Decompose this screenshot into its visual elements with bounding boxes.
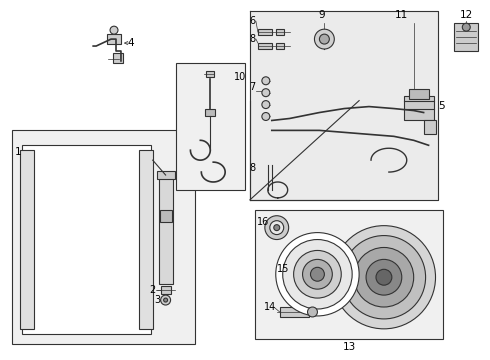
Text: 9: 9 (318, 10, 325, 20)
Bar (258, 43, 272, 49)
Circle shape (110, 26, 118, 34)
Bar (424, 121, 436, 134)
Circle shape (265, 216, 289, 239)
Circle shape (354, 247, 414, 307)
Circle shape (274, 225, 280, 231)
Bar (258, 29, 272, 35)
Text: 5: 5 (438, 100, 445, 111)
Circle shape (276, 233, 359, 316)
Text: 1: 1 (14, 147, 21, 157)
Circle shape (332, 226, 436, 329)
Bar (107, 34, 121, 44)
Bar (157, 171, 174, 179)
Polygon shape (250, 11, 439, 200)
Text: 3: 3 (155, 295, 161, 305)
Text: 8: 8 (249, 163, 255, 173)
Circle shape (164, 298, 168, 302)
Bar (12, 130, 196, 344)
Text: 4: 4 (127, 38, 134, 48)
Circle shape (462, 23, 470, 31)
Circle shape (262, 113, 270, 121)
Text: 12: 12 (460, 10, 473, 20)
Bar (139, 150, 153, 329)
Circle shape (262, 100, 270, 109)
Text: 6: 6 (249, 16, 255, 26)
Bar (20, 150, 34, 329)
Circle shape (283, 239, 352, 309)
Bar (255, 210, 443, 339)
Text: 13: 13 (343, 342, 356, 352)
Bar (160, 210, 172, 222)
Bar (159, 175, 172, 284)
Circle shape (161, 295, 171, 305)
Bar (280, 307, 310, 317)
Circle shape (262, 89, 270, 96)
Circle shape (262, 77, 270, 85)
Bar (22, 145, 151, 334)
Bar (404, 96, 434, 121)
Circle shape (308, 307, 318, 317)
Circle shape (319, 34, 329, 44)
Text: 11: 11 (395, 10, 408, 20)
Bar (409, 89, 429, 99)
Bar (205, 109, 215, 117)
Text: 14: 14 (264, 302, 276, 312)
Bar (113, 53, 123, 63)
Circle shape (270, 221, 284, 235)
Bar (276, 29, 284, 35)
Circle shape (315, 29, 334, 49)
Bar (161, 286, 171, 294)
Circle shape (302, 260, 332, 289)
Circle shape (366, 260, 402, 295)
Circle shape (294, 251, 341, 298)
Circle shape (311, 267, 324, 281)
Text: 7: 7 (249, 82, 255, 92)
Text: 8: 8 (249, 34, 255, 44)
Bar (206, 71, 214, 77)
Bar (276, 43, 284, 49)
Circle shape (342, 235, 426, 319)
Bar (175, 63, 245, 190)
Text: 10: 10 (234, 72, 246, 82)
Text: 2: 2 (149, 285, 156, 295)
Text: 16: 16 (257, 217, 269, 227)
Bar (454, 23, 478, 51)
Circle shape (376, 269, 392, 285)
Text: 15: 15 (276, 264, 289, 274)
